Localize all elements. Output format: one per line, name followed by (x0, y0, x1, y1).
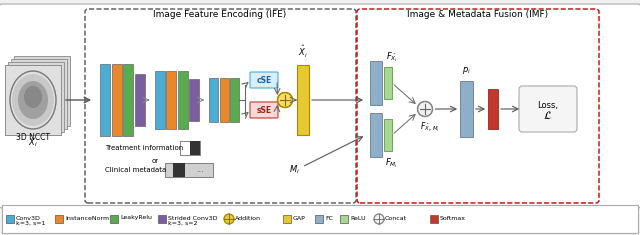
Text: Concat: Concat (385, 216, 407, 222)
Bar (209, 78, 218, 122)
Text: Image Feature Encoding (IFE): Image Feature Encoding (IFE) (154, 9, 287, 19)
Text: $\mathcal{L}$: $\mathcal{L}$ (543, 109, 552, 121)
Text: Image & Metadata Fusion (IMF): Image & Metadata Fusion (IMF) (408, 9, 548, 19)
Text: $F_{M_i}$: $F_{M_i}$ (385, 156, 399, 170)
Text: Clinical metadata: Clinical metadata (105, 167, 166, 173)
Bar (283, 215, 291, 223)
Bar (2, 205, 638, 233)
FancyBboxPatch shape (250, 102, 278, 118)
Text: ...: ... (196, 165, 204, 175)
Bar (166, 71, 176, 129)
FancyBboxPatch shape (5, 65, 61, 135)
Ellipse shape (18, 81, 48, 119)
Text: $F_{\hat{X}_i}$: $F_{\hat{X}_i}$ (386, 50, 398, 64)
Bar (55, 215, 63, 223)
Ellipse shape (24, 86, 42, 108)
Circle shape (417, 102, 433, 117)
Bar (370, 61, 382, 105)
Text: FC: FC (325, 215, 333, 220)
Text: InstanceNorm: InstanceNorm (65, 215, 109, 220)
Text: 3D NCCT: 3D NCCT (16, 133, 50, 142)
Text: $\hat{X}_i$: $\hat{X}_i$ (298, 44, 308, 60)
Text: k=3, s=1: k=3, s=1 (16, 220, 45, 226)
Bar (165, 163, 213, 177)
Bar (189, 79, 199, 121)
FancyBboxPatch shape (250, 72, 278, 88)
Text: $M_i$: $M_i$ (289, 164, 300, 176)
Text: cSE: cSE (257, 75, 271, 85)
Bar (154, 71, 164, 129)
Text: Addition: Addition (235, 216, 261, 222)
Bar (100, 64, 110, 136)
Circle shape (224, 214, 234, 224)
Bar (5, 65, 61, 135)
Text: Treatment information: Treatment information (105, 145, 183, 151)
Bar (430, 215, 438, 223)
Bar (315, 215, 323, 223)
Bar (158, 215, 166, 223)
Bar (134, 74, 145, 126)
FancyBboxPatch shape (519, 86, 577, 132)
Bar (488, 89, 498, 129)
Text: k=3, s=2: k=3, s=2 (168, 220, 198, 226)
Text: Strided Conv3D: Strided Conv3D (168, 215, 218, 220)
Text: Loss,: Loss, (538, 101, 559, 110)
Text: LeakyRelu: LeakyRelu (120, 215, 152, 220)
Bar (190, 141, 200, 155)
Bar (230, 78, 239, 122)
Bar (6, 215, 14, 223)
Bar (123, 64, 133, 136)
Text: Conv3D: Conv3D (16, 215, 41, 220)
Bar (173, 163, 185, 177)
FancyBboxPatch shape (14, 56, 70, 126)
Circle shape (278, 93, 292, 107)
Ellipse shape (12, 74, 54, 126)
Text: $p_i$: $p_i$ (462, 65, 471, 76)
Bar (177, 71, 188, 129)
Text: $X_i$: $X_i$ (28, 137, 38, 149)
Bar (180, 141, 200, 155)
Bar (370, 113, 382, 157)
Text: GAP: GAP (293, 215, 306, 220)
Text: ReLU: ReLU (350, 215, 365, 220)
FancyBboxPatch shape (11, 59, 67, 129)
Bar (220, 78, 228, 122)
Text: sSE: sSE (257, 106, 271, 114)
Bar (297, 65, 309, 135)
Bar (110, 215, 118, 223)
Text: or: or (152, 158, 159, 164)
Bar (111, 64, 122, 136)
FancyBboxPatch shape (8, 62, 64, 132)
FancyBboxPatch shape (0, 4, 640, 208)
Bar (384, 67, 392, 99)
Bar (384, 119, 392, 151)
Bar (460, 81, 473, 137)
Text: Softmax: Softmax (440, 215, 466, 220)
Text: $F_{\hat{X}_i,M_i}$: $F_{\hat{X}_i,M_i}$ (420, 120, 440, 134)
Bar (340, 215, 348, 223)
Circle shape (374, 214, 384, 224)
